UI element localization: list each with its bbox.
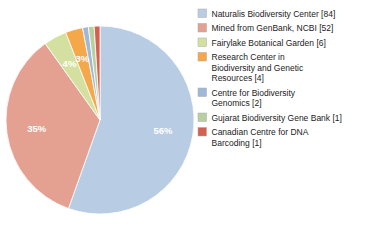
pie-slice xyxy=(83,27,100,120)
legend-swatch xyxy=(198,88,207,97)
legend-label: Research Center inBiodiversity and Genet… xyxy=(212,52,304,83)
legend-label: Fairylake Botanical Garden [6] xyxy=(212,38,326,48)
legend-swatch xyxy=(198,128,207,137)
legend-swatch xyxy=(198,9,207,18)
legend-swatch xyxy=(198,38,207,47)
pie-slice xyxy=(88,26,100,120)
legend: Naturalis Biodiversity Center [84] Mined … xyxy=(198,9,342,148)
slices xyxy=(6,26,194,214)
data-label: 35% xyxy=(27,123,47,134)
legend-label: Canadian Centre for DNABarcoding [1] xyxy=(212,127,309,148)
data-labels: 56%35%4%3% xyxy=(27,53,173,136)
legend-swatch xyxy=(198,24,207,33)
legend-swatch xyxy=(198,113,207,122)
legend-label: Mined from GenBank, NCBI [52] xyxy=(212,23,334,33)
legend-label: Centre for BiodiversityGenomics [2] xyxy=(212,88,296,109)
data-label: 56% xyxy=(153,125,173,136)
legend-swatch xyxy=(198,53,207,62)
pie-slice xyxy=(94,26,100,120)
legend-label: Naturalis Biodiversity Center [84] xyxy=(212,9,336,19)
chart: 56%35%4%3%Naturalis Biodiversity Center … xyxy=(0,0,380,240)
legend-label: Gujarat Biodiversity Gene Bank [1] xyxy=(212,113,342,123)
data-label: 3% xyxy=(75,53,89,64)
